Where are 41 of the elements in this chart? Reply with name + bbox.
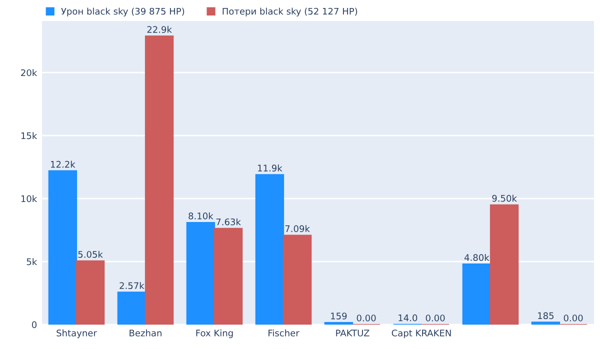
data-label: 0.00: [426, 314, 445, 322]
data-label: 4.80k: [464, 254, 490, 261]
bar: [255, 174, 284, 325]
data-label: 5.05k: [78, 250, 103, 258]
bar: [186, 222, 216, 325]
bar: [48, 170, 78, 325]
y-tick-label: 20k: [21, 69, 38, 76]
data-label: 7.09k: [285, 225, 310, 232]
data-label: 11.9k: [258, 164, 282, 172]
legend-label: Потери black sky (52 127 HP): [222, 8, 358, 16]
bar: [462, 264, 492, 325]
bar: [531, 322, 560, 325]
x-tick-label: Capt KRAKEN: [392, 330, 451, 338]
y-tick-label: 5k: [26, 258, 38, 266]
data-label: 14.0: [398, 314, 418, 322]
data-label: 7.63k: [216, 218, 241, 226]
bar: [282, 234, 312, 325]
x-tick-label: Shtayner: [56, 329, 97, 338]
y-tick-label: 0: [32, 321, 37, 328]
y-tick-label: 10k: [21, 195, 38, 202]
legend-label: Урон black sky (39 875 HP): [61, 8, 184, 16]
data-label: 9.50k: [492, 194, 517, 202]
data-label: 185: [538, 312, 554, 320]
data-label: 12.2k: [51, 160, 76, 168]
data-label: 22.9k: [147, 26, 172, 33]
bar: [490, 204, 519, 325]
bar: [117, 292, 146, 325]
x-tick-label: Fox King: [196, 329, 233, 338]
x-tick-label: Bezhan: [130, 329, 162, 336]
bar: [76, 260, 105, 325]
data-label: 0.00: [356, 314, 376, 322]
bar: [324, 322, 354, 325]
data-label: 2.57k: [120, 282, 144, 290]
x-tick-label: Fischer: [268, 329, 300, 336]
data-label: 8.10k: [188, 212, 214, 220]
bar: [214, 228, 243, 325]
data-label: 159: [331, 312, 347, 320]
x-tick-label: PAKTUZ: [336, 330, 370, 336]
bar: [144, 36, 174, 325]
data-label: 0.00: [564, 314, 583, 322]
y-tick-label: 15k: [21, 132, 38, 140]
